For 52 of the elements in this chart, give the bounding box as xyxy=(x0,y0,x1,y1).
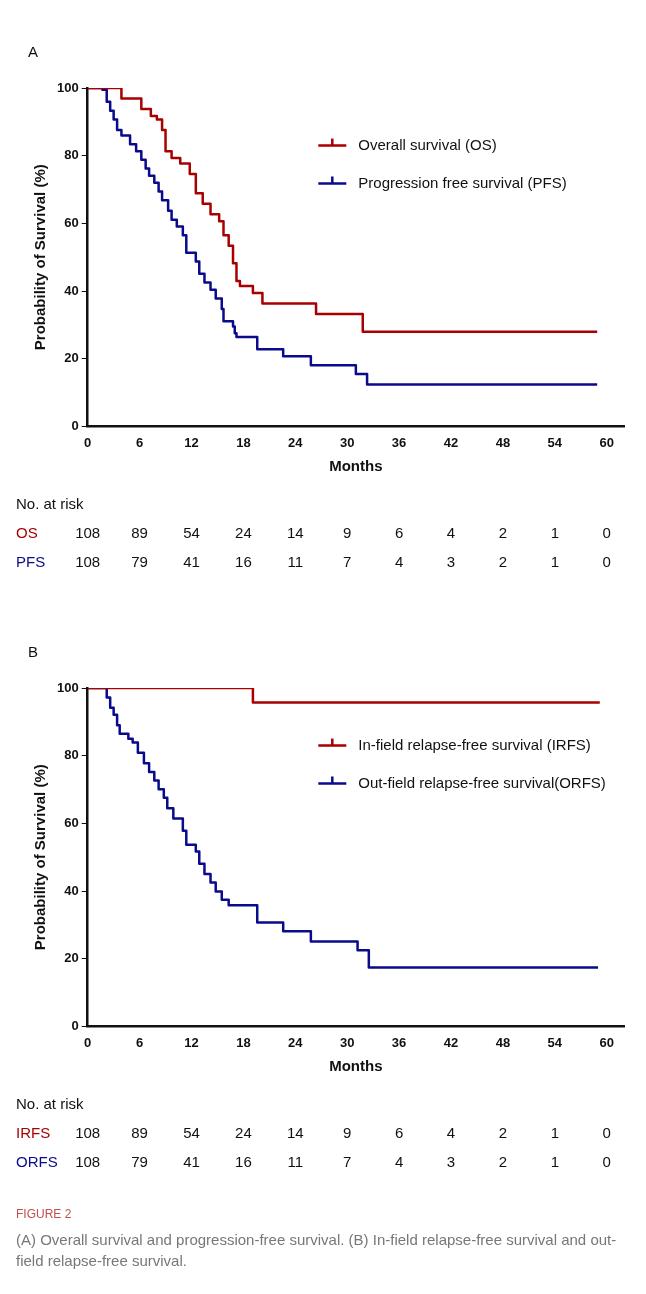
x-tick-label: 12 xyxy=(184,1034,199,1050)
caption: FIGURE 2 xyxy=(16,1206,73,1223)
y-tick-label: 0 xyxy=(71,417,79,433)
y-tick-label: 100 xyxy=(56,79,79,95)
y-tick-label: 0 xyxy=(71,1017,79,1033)
chart-title: A xyxy=(28,43,39,61)
x-tick-label: 36 xyxy=(391,1034,407,1050)
x-axis-title: Months xyxy=(329,1057,383,1075)
y-tick-label: 60 xyxy=(64,814,79,830)
x-tick-label: 48 xyxy=(495,1034,511,1050)
x-tick-label: 54 xyxy=(547,434,563,450)
x-tick-label: 54 xyxy=(547,1034,563,1050)
x-tick-label: 6 xyxy=(135,434,144,450)
y-axis-title: Probability of Survival (%) xyxy=(31,164,49,351)
x-tick-label: 18 xyxy=(236,434,251,450)
chart-title: B xyxy=(28,643,39,661)
y-tick-label: 80 xyxy=(64,147,79,163)
text: No. at risk xyxy=(16,494,85,512)
x-tick-label: 24 xyxy=(288,1034,304,1050)
y-tick-label: 20 xyxy=(64,950,79,966)
y-tick-label: 20 xyxy=(64,350,79,366)
x-tick-label: 0 xyxy=(84,1034,92,1050)
legend-label: Progression free survival (PFS) xyxy=(358,173,567,191)
y-tick-label: 100 xyxy=(56,679,79,695)
x-tick-label: 6 xyxy=(135,1034,144,1050)
legend-label: Out-field relapse-free survival(ORFS) xyxy=(358,773,606,791)
x-tick-label: 12 xyxy=(184,434,199,450)
x-tick-label: 18 xyxy=(236,1034,251,1050)
x-tick-label: 48 xyxy=(495,434,511,450)
y-tick-label: 80 xyxy=(64,747,79,763)
x-tick-label: 42 xyxy=(443,1034,459,1050)
x-tick-label: 24 xyxy=(288,434,304,450)
x-tick-label: 42 xyxy=(443,434,459,450)
x-axis-title: Months xyxy=(329,457,383,475)
text: ORFS 108 79 41 16 11 7 4 3 2 1 0 xyxy=(16,1152,611,1170)
x-tick-label: 0 xyxy=(84,434,92,450)
legend-label: In-field relapse-free survival (IRFS) xyxy=(358,735,591,753)
x-tick-label: 30 xyxy=(339,434,355,450)
y-axis-title: Probability of Survival (%) xyxy=(31,764,49,951)
x-tick-label: 60 xyxy=(599,434,614,450)
x-tick-label: 60 xyxy=(599,1034,614,1050)
text: No. at risk xyxy=(16,1094,85,1112)
text: (A) Overall survival and progression-free survival. (B) In-field relapse-free survival and out-field relapse-free survival. xyxy=(16,1229,618,1271)
text: IRFS 108 89 54 24 14 9 6 4 2 1 0 xyxy=(16,1123,611,1141)
y-tick-label: 60 xyxy=(64,214,79,230)
text: PFS 108 79 41 16 11 7 4 3 2 1 0 xyxy=(16,552,611,570)
text: OS 108 89 54 24 14 9 6 4 2 1 0 xyxy=(16,523,611,541)
x-tick-label: 36 xyxy=(391,434,407,450)
y-tick-label: 40 xyxy=(64,282,79,298)
x-tick-label: 30 xyxy=(339,1034,355,1050)
y-tick-label: 40 xyxy=(64,882,79,898)
legend-label: Overall survival (OS) xyxy=(358,135,497,153)
